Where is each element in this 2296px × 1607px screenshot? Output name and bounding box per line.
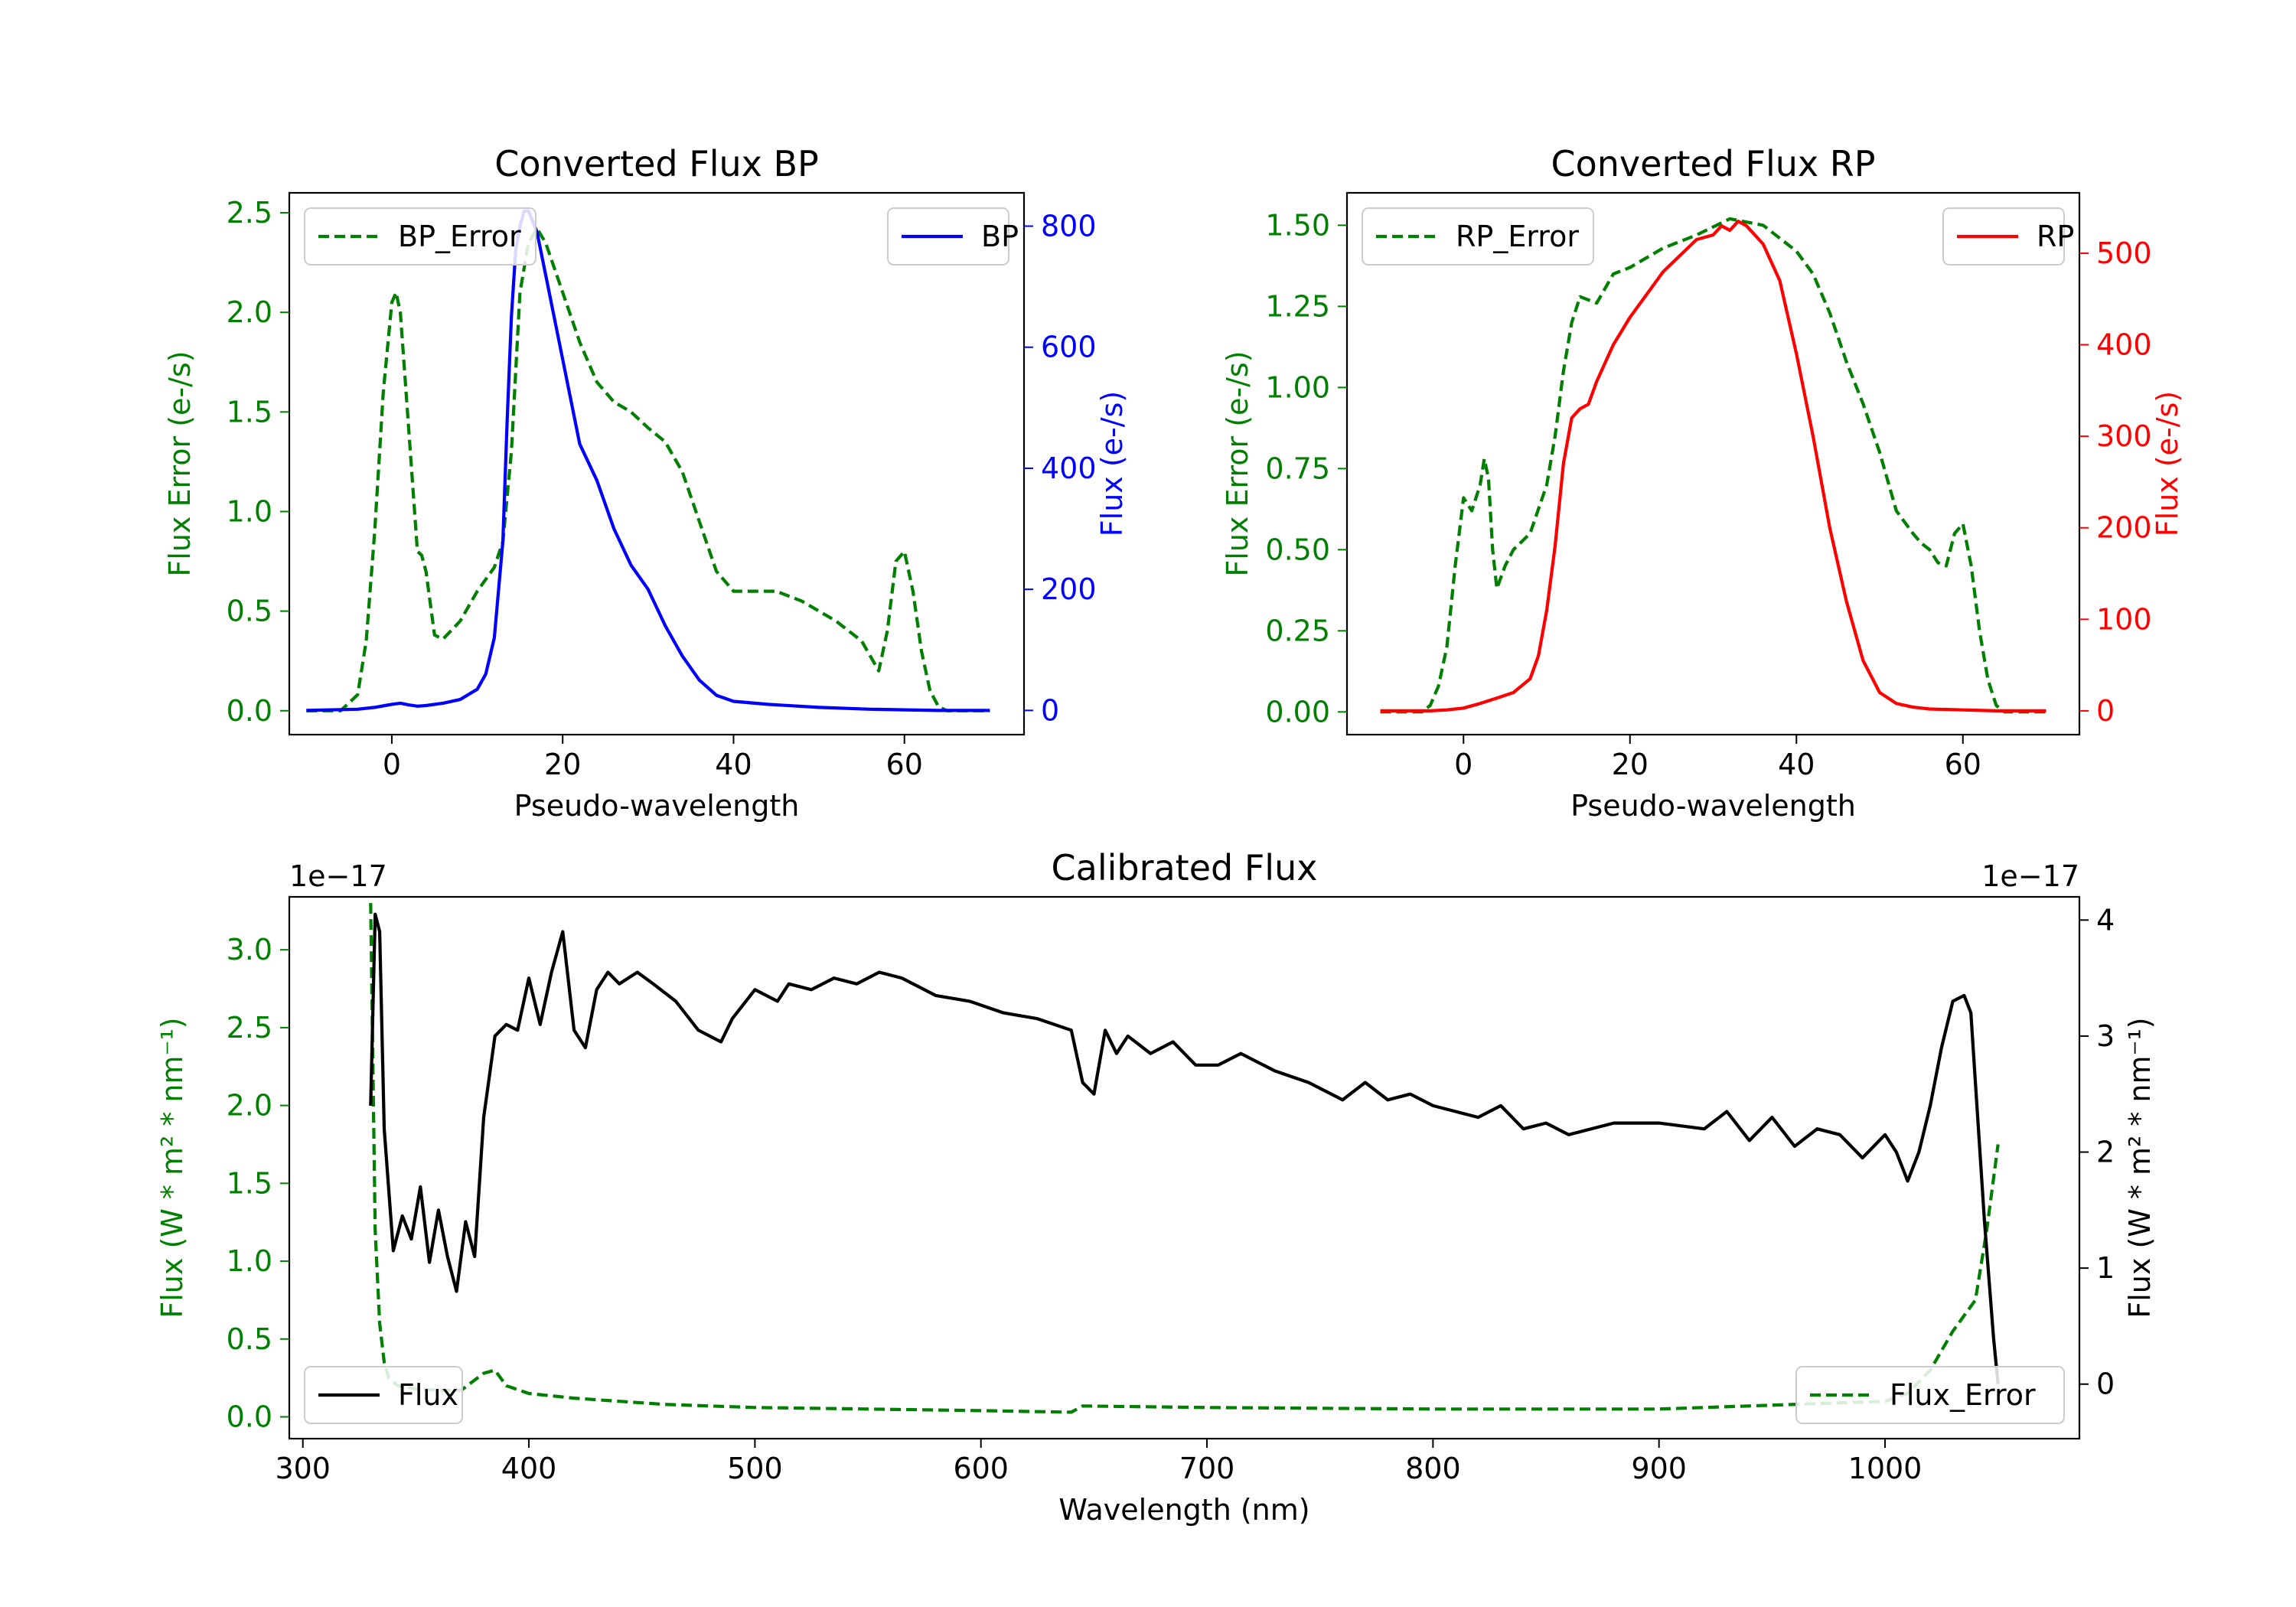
y-right-axis-label: Flux (W * m² * nm⁻¹): [2123, 1017, 2157, 1318]
y-left-tick-label: 0.5: [227, 595, 272, 628]
x-tick-label: 40: [715, 748, 752, 781]
legend-error: RP_Error: [1362, 207, 1594, 266]
y-left-tick-label: 1.5: [227, 395, 272, 429]
series-line-rp: [1380, 220, 2047, 712]
y-left-tick-label: 2.5: [227, 196, 272, 230]
legend-label: RP_Error: [1456, 220, 1579, 253]
y-left-tick-label: 1.00: [1265, 370, 1330, 404]
y-left-tick-label: 2.0: [227, 1089, 272, 1123]
x-tick-label: 400: [501, 1452, 557, 1485]
y-left-offset-label: 1e−17: [289, 859, 387, 893]
y-right-tick-label: 2: [2096, 1136, 2115, 1169]
legend-error: BP_Error: [304, 207, 536, 266]
y-right-tick-label: 400: [2096, 328, 2152, 362]
y-right-tick-label: 0: [2096, 1367, 2115, 1401]
x-tick-label: 20: [1612, 748, 1649, 781]
y-right-tick-label: 400: [1041, 451, 1097, 485]
y-right-tick-label: 200: [1041, 572, 1097, 606]
x-tick-label: 60: [1945, 748, 1981, 781]
x-tick-label: 0: [1454, 748, 1473, 781]
x-axis-label: Pseudo-wavelength: [1570, 789, 1856, 823]
y-left-tick-label: 0.25: [1265, 614, 1330, 647]
x-tick-label: 300: [275, 1452, 331, 1485]
y-right-tick-label: 1: [2096, 1251, 2115, 1285]
y-right-tick-label: 300: [2096, 419, 2152, 453]
legend-label: BP: [981, 220, 1019, 253]
legend-box: [1795, 1366, 2065, 1424]
x-tick-label: 800: [1405, 1452, 1461, 1485]
x-tick-label: 700: [1179, 1452, 1235, 1485]
y-left-tick-label: 0.50: [1265, 533, 1330, 566]
x-axis-label: Pseudo-wavelength: [514, 789, 800, 823]
chart-title: Converted Flux BP: [494, 143, 819, 184]
y-right-tick-label: 800: [1041, 210, 1097, 243]
y-right-tick-label: 600: [1041, 331, 1097, 364]
y-left-axis-label: Flux Error (e-/s): [163, 350, 197, 576]
y-right-offset-label: 1e−17: [1981, 859, 2079, 893]
y-left-tick-label: 0.0: [227, 694, 272, 728]
legend-box: [304, 207, 536, 266]
y-right-tick-label: 0: [2096, 694, 2115, 728]
y-right-axis-label: Flux (e-/s): [2151, 391, 2184, 536]
y-right-tick-label: 500: [2096, 236, 2152, 270]
series-line-bp-error: [306, 227, 990, 712]
y-left-tick-label: 1.5: [227, 1166, 272, 1200]
y-right-tick-label: 4: [2096, 903, 2115, 937]
y-left-tick-label: 0.0: [227, 1400, 272, 1434]
y-left-axis-label: Flux (W * m² * nm⁻¹): [155, 1017, 189, 1318]
y-right-tick-label: 0: [1041, 693, 1059, 727]
y-left-tick-label: 0.5: [227, 1322, 272, 1356]
legend-label: Flux_Error: [1890, 1378, 2036, 1412]
y-left-tick-label: 0.75: [1265, 451, 1330, 485]
series-line-flux: [369, 912, 2000, 1384]
x-tick-label: 900: [1631, 1452, 1687, 1485]
legend-flux: BP: [887, 207, 1019, 266]
legend-label: Flux: [398, 1378, 458, 1412]
y-left-tick-label: 1.0: [227, 1244, 272, 1278]
x-tick-label: 600: [953, 1452, 1009, 1485]
x-tick-label: 1000: [1848, 1452, 1923, 1485]
y-left-tick-label: 2.5: [227, 1011, 272, 1045]
legend-box: [1362, 207, 1594, 266]
x-tick-label: 40: [1778, 748, 1815, 781]
legend-box: [304, 1366, 463, 1424]
y-right-tick-label: 100: [2096, 602, 2152, 636]
y-right-axis-label: Flux (e-/s): [1095, 391, 1129, 536]
y-right-tick-label: 200: [2096, 511, 2152, 545]
panel-3: 300 400 500 600 700 800 900 1000 0.0 0.5 1.0 1.5 2.0…: [155, 847, 2157, 1527]
y-left-tick-label: 1.25: [1265, 289, 1330, 323]
x-tick-label: 0: [383, 748, 401, 781]
chart-title: Converted Flux RP: [1551, 143, 1876, 184]
plot-frame: [288, 895, 2081, 1440]
plot-frame: [1345, 191, 2081, 736]
panel-2: 0 20 40 60 0.00 0.25 0.50 0.75 1.00 1.25 1.50 0 100 2…: [1221, 143, 2184, 823]
legend-error: Flux_Error: [1795, 1366, 2065, 1424]
chart-title: Calibrated Flux: [1052, 847, 1318, 888]
legend-flux: Flux: [304, 1366, 463, 1424]
y-left-axis-label: Flux Error (e-/s): [1221, 350, 1254, 576]
legend-flux: RP: [1942, 207, 2074, 266]
legend-label: BP_Error: [398, 220, 521, 253]
x-axis-label: Wavelength (nm): [1058, 1493, 1309, 1527]
x-tick-label: 60: [886, 748, 923, 781]
y-left-tick-label: 1.0: [227, 494, 272, 528]
plot-frame: [288, 191, 1026, 736]
y-right-tick-label: 3: [2096, 1019, 2115, 1053]
panel-1: 0 20 40 60 0.0 0.5 1.0 1.5 2.0 2.5 0 200 400 600 800 Co…: [163, 143, 1129, 823]
x-tick-label: 500: [727, 1452, 783, 1485]
series-line-rp-error: [1380, 217, 2047, 714]
y-left-tick-label: 3.0: [227, 933, 272, 966]
y-left-tick-label: 0.00: [1265, 695, 1330, 729]
y-left-tick-label: 1.50: [1265, 208, 1330, 242]
y-left-tick-label: 2.0: [227, 295, 272, 329]
x-tick-label: 20: [544, 748, 581, 781]
legend-label: RP: [2037, 220, 2074, 253]
